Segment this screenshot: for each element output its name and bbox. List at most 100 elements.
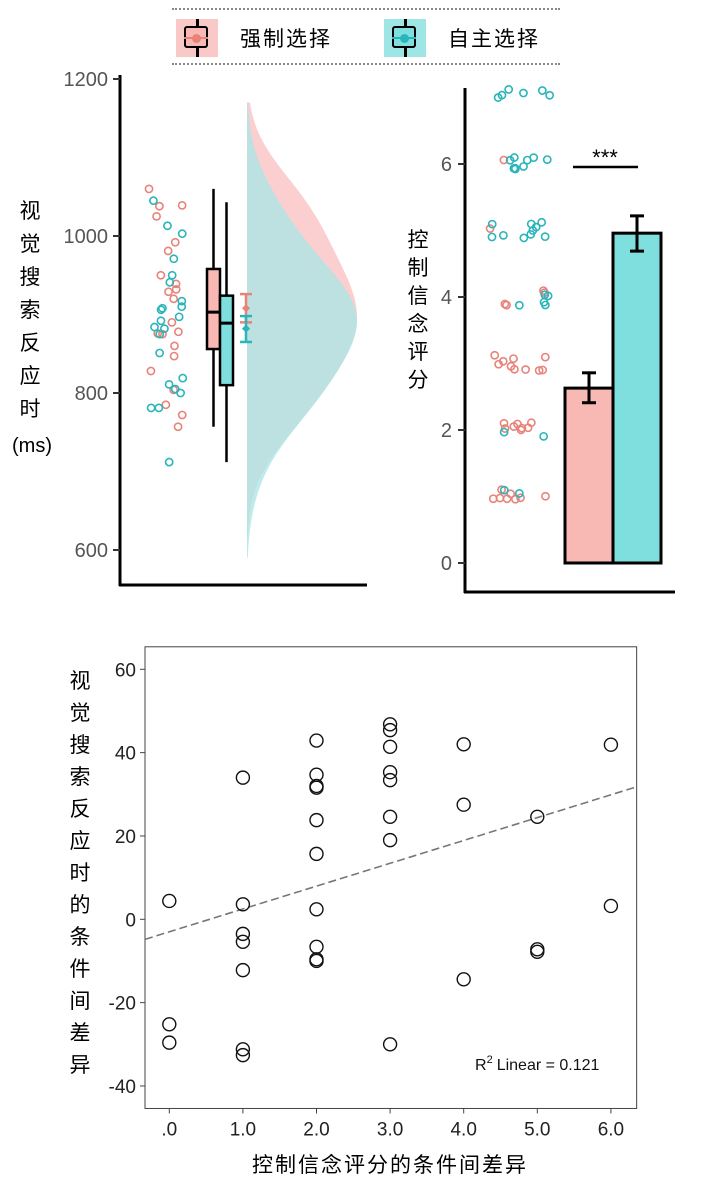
data-point xyxy=(235,770,251,785)
data-point xyxy=(176,388,186,398)
data-point xyxy=(150,322,159,332)
y-tick-label: 2 xyxy=(441,420,452,442)
y-tick-label: 6 xyxy=(441,154,452,176)
data-point xyxy=(382,765,398,780)
data-point xyxy=(487,219,497,229)
y-axis-label-right-char: 评 xyxy=(408,340,429,364)
y-tick-label: 800 xyxy=(75,383,108,405)
data-point xyxy=(543,291,553,301)
x-tick-label: 1.0 xyxy=(230,1119,256,1140)
y-tick-label: 1200 xyxy=(64,69,109,91)
data-point xyxy=(494,359,504,369)
data-point xyxy=(149,196,158,206)
y-axis-label-scatter-char: 搜 xyxy=(70,733,91,757)
data-point xyxy=(155,201,164,211)
data-point xyxy=(170,341,179,351)
density-free xyxy=(247,102,357,558)
legend-label-free: 自主选择 xyxy=(448,27,540,51)
data-point xyxy=(493,93,503,102)
data-point xyxy=(521,365,530,374)
data-point xyxy=(152,211,161,221)
data-point xyxy=(235,897,251,912)
x-tick-label: .0 xyxy=(161,1119,177,1140)
box xyxy=(205,267,222,351)
data-point xyxy=(174,327,183,337)
data-point xyxy=(309,812,324,828)
data-point xyxy=(171,284,181,294)
data-point xyxy=(382,809,398,824)
bar-chart: 0 2 4 6 *** xyxy=(441,85,675,594)
box xyxy=(218,294,235,387)
data-point xyxy=(537,86,547,95)
data-point xyxy=(382,772,398,788)
data-point xyxy=(456,972,471,987)
fit-line xyxy=(144,786,637,941)
data-point xyxy=(155,329,165,339)
data-point xyxy=(526,219,536,229)
data-point xyxy=(499,427,509,437)
y-axis-label-left-char: 应 xyxy=(20,364,41,388)
data-point xyxy=(499,155,509,165)
y-tick-label: 0 xyxy=(441,553,452,575)
r2-label: R2 Linear = 0.121 xyxy=(475,1054,600,1074)
data-point xyxy=(165,277,175,287)
data-point xyxy=(156,270,166,280)
data-point xyxy=(534,366,544,375)
legend-item-forced: 强制选择 xyxy=(176,19,332,57)
bar-forced xyxy=(563,386,615,565)
data-point xyxy=(540,352,550,362)
data-point xyxy=(545,90,555,100)
data-point xyxy=(167,270,177,280)
data-point xyxy=(169,351,179,361)
data-point xyxy=(490,350,500,360)
x-axis-label-scatter: 控制信念评分的条件间差异 xyxy=(252,1153,528,1177)
legend-key-forced-icon xyxy=(176,19,218,57)
x-tick-label: 6.0 xyxy=(598,1119,624,1140)
data-point xyxy=(382,722,398,738)
scatter-chart: -40 -20 0 20 40 60 .0 1.0 2.0 3.0 4.0 5.0 6.0 R2 Linea… xyxy=(109,646,638,1177)
data-point xyxy=(530,809,545,824)
data-point xyxy=(177,410,187,420)
legend-item-free: 自主选择 xyxy=(384,19,540,57)
data-point xyxy=(169,294,179,304)
data-point xyxy=(502,494,512,504)
legend-key-free-icon xyxy=(384,19,426,57)
data-point xyxy=(158,303,167,313)
data-point xyxy=(170,237,180,247)
data-point xyxy=(514,300,524,310)
data-point xyxy=(235,926,251,942)
data-point xyxy=(538,365,548,375)
data-point xyxy=(487,232,497,242)
data-point xyxy=(539,297,549,307)
data-point xyxy=(509,422,519,431)
y-axis-label-left-char: 索 xyxy=(20,298,41,322)
y-axis-label-scatter-char: 差 xyxy=(70,1021,91,1045)
y-axis-label-right-char: 念 xyxy=(408,312,429,336)
data-point xyxy=(499,418,509,428)
data-point xyxy=(161,400,171,410)
data-point xyxy=(542,155,552,164)
data-point xyxy=(519,162,528,171)
y-axis-label-right-char: 信 xyxy=(408,284,429,308)
data-point xyxy=(146,403,156,413)
data-point xyxy=(169,254,179,264)
data-point xyxy=(178,373,188,383)
y-tick-label: 40 xyxy=(115,744,136,765)
y-axis-label-scatter-char: 件 xyxy=(70,957,91,981)
data-point xyxy=(539,431,549,441)
legend-label-forced: 强制选择 xyxy=(240,27,332,51)
data-point xyxy=(530,944,545,960)
data-point xyxy=(537,217,547,227)
y-axis-label-left-char: 时 xyxy=(20,397,41,421)
y-tick-label: 600 xyxy=(75,540,108,562)
data-point xyxy=(516,493,525,503)
data-point xyxy=(540,232,550,242)
data-point xyxy=(519,88,528,98)
data-point xyxy=(519,233,529,243)
y-tick-label: -20 xyxy=(109,994,136,1015)
data-point xyxy=(309,846,324,862)
data-point xyxy=(164,457,174,467)
data-point xyxy=(382,717,398,732)
y-axis-label-left-char: 反 xyxy=(20,331,41,355)
